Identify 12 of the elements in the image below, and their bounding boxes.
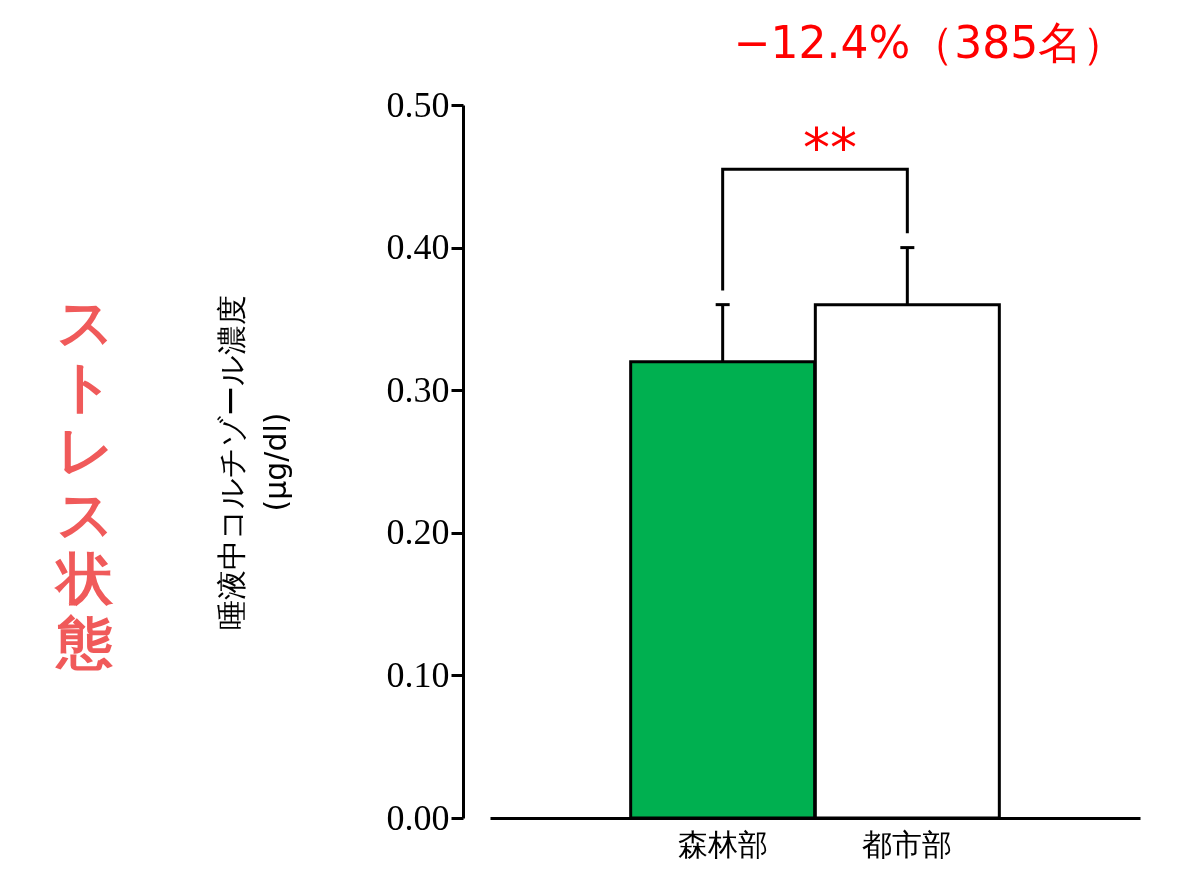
y-tick-label: 0.00 <box>386 797 450 838</box>
y-tick-label: 0.10 <box>386 654 450 695</box>
x-tick-label: 都市部 <box>862 826 953 862</box>
y-axis-title: 唾液中コルチゾール濃度 (μg/dl) <box>213 294 293 630</box>
annotation: ** <box>803 116 857 179</box>
text: −12.4%（385名） <box>733 17 1127 68</box>
y-tick-label: 0.20 <box>386 512 450 553</box>
text: ストレス状態 <box>54 290 114 675</box>
x-tick-label: 森林部 <box>677 826 768 862</box>
y-tick-label: 0.50 <box>386 84 450 125</box>
y-tick-label: 0.40 <box>386 227 450 268</box>
y-tick-label: 0.30 <box>386 369 450 410</box>
